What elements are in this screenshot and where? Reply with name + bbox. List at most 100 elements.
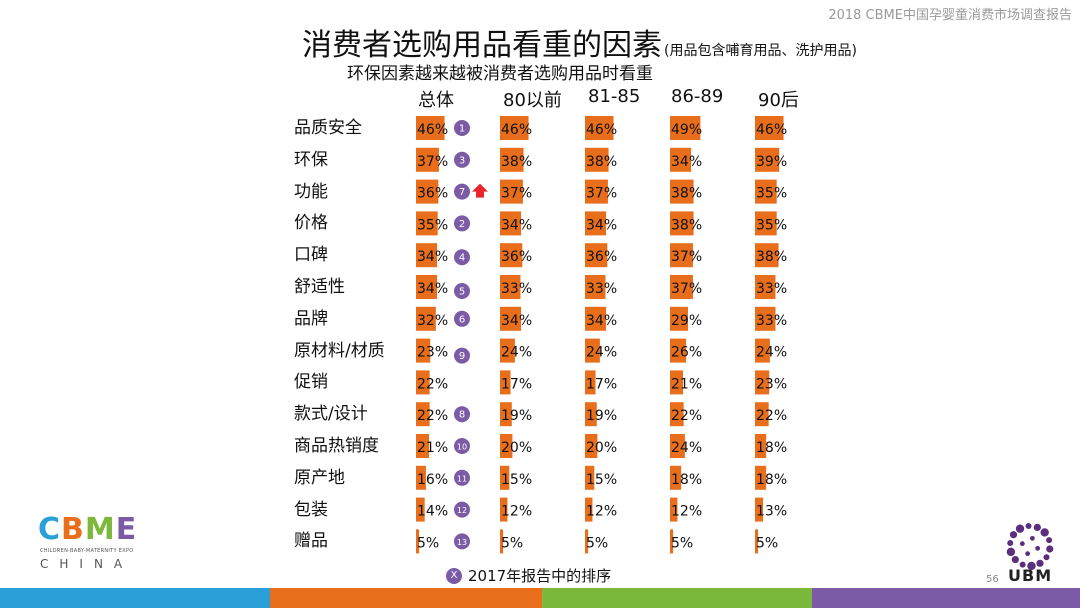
rank-badge-number: 6 <box>459 314 465 325</box>
rank-badge-number: 7 <box>459 187 465 198</box>
bar <box>670 116 701 140</box>
bar <box>416 306 436 331</box>
rank-badge <box>454 310 470 327</box>
bar <box>755 179 777 204</box>
bar-value-label: 33% <box>756 313 787 329</box>
category-label: 价格 <box>294 213 328 234</box>
bar-value-label: 26% <box>671 345 702 361</box>
bar-value-label: 12% <box>586 504 617 520</box>
bar-value-label: 24% <box>501 345 532 361</box>
ubm-logo-text: UBM <box>1008 566 1053 585</box>
bar <box>585 497 593 522</box>
bar-value-label: 14% <box>417 504 448 520</box>
rank-badge <box>454 120 470 136</box>
bar-value-label: 24% <box>586 345 617 361</box>
series-header: 80以前 <box>503 90 562 111</box>
rank-badge <box>454 501 470 518</box>
bar-value-label: 36% <box>417 186 448 202</box>
rank-badge-number: 12 <box>457 506 467 515</box>
bar-value-label: 34% <box>671 154 702 170</box>
footnote-text: 2017年报告中的排序 <box>468 567 612 585</box>
bar-value-label: 35% <box>417 217 448 233</box>
bar-value-label: 46% <box>756 122 787 138</box>
category-label: 商品热销度 <box>294 436 379 456</box>
bar-value-label: 38% <box>756 249 787 265</box>
bar-value-label: 34% <box>586 313 617 329</box>
rank-badge-number: 10 <box>457 443 467 452</box>
bar-value-label: 23% <box>417 345 448 361</box>
bar-value-label: 34% <box>586 217 617 233</box>
bar-value-label: 17% <box>586 376 617 392</box>
bar <box>585 147 609 172</box>
bar-value-label: 33% <box>586 281 617 297</box>
bar-value-label: 37% <box>586 186 617 202</box>
rank-badge <box>454 183 470 200</box>
bar <box>416 497 425 522</box>
bar-value-label: 5% <box>756 535 778 551</box>
bar <box>755 116 784 140</box>
bar <box>585 306 607 331</box>
bar <box>416 211 438 236</box>
bar-value-label: 33% <box>756 281 787 297</box>
series-header: 81-85 <box>588 86 641 107</box>
bar-value-label: 38% <box>671 186 702 202</box>
bar-value-label: 22% <box>417 376 448 392</box>
bar <box>670 370 684 395</box>
rank-badge <box>454 438 470 454</box>
bar <box>585 179 608 204</box>
footnote: X 2017年报告中的排序 <box>446 565 611 586</box>
bar-value-label: 18% <box>756 472 787 488</box>
bar <box>670 402 684 427</box>
bar <box>416 338 431 363</box>
bar <box>755 211 777 236</box>
rank-badge <box>454 151 470 168</box>
bar-value-label: 19% <box>586 408 617 424</box>
cbme-letter: B <box>61 512 85 547</box>
bar <box>500 275 521 299</box>
bar <box>670 243 693 268</box>
rank-badge <box>454 215 470 232</box>
bar-value-label: 38% <box>586 154 617 170</box>
rank-badge <box>454 533 470 550</box>
bar <box>585 116 614 140</box>
bar <box>585 434 598 458</box>
bar-value-label: 34% <box>417 281 448 297</box>
bar <box>755 370 770 395</box>
category-label: 促销 <box>294 372 328 393</box>
bar-value-label: 37% <box>671 281 702 297</box>
rank-badge-number: 8 <box>459 410 465 421</box>
category-label: 环保 <box>294 149 328 170</box>
bar <box>416 243 438 268</box>
bar-value-label: 12% <box>501 504 532 520</box>
series-header: 90后 <box>758 90 799 111</box>
bar <box>500 529 504 554</box>
bar <box>670 529 674 554</box>
bar <box>585 529 589 554</box>
cbme-letter: E <box>115 512 138 547</box>
stripe <box>0 588 270 608</box>
bar-value-label: 38% <box>671 217 702 233</box>
bar-value-label: 29% <box>671 313 702 329</box>
bar <box>755 497 764 522</box>
bar-value-label: 46% <box>417 122 448 138</box>
rank-badge-number: 5 <box>459 287 465 298</box>
bar-value-label: 17% <box>501 376 532 392</box>
category-label: 舒适性 <box>294 277 345 297</box>
bar <box>670 434 685 458</box>
rank-badge-number: 1 <box>459 124 465 135</box>
bar-value-label: 46% <box>586 122 617 138</box>
bar-value-label: 20% <box>586 440 617 456</box>
bar <box>755 306 776 331</box>
cbme-letter: M <box>84 512 116 547</box>
bar <box>585 211 607 236</box>
category-label: 功能 <box>294 181 328 202</box>
bar <box>585 338 600 363</box>
category-label: 赠品 <box>294 531 328 552</box>
bar-value-label: 13% <box>756 504 787 520</box>
bar <box>670 211 694 236</box>
bar <box>416 370 430 395</box>
bar-value-label: 22% <box>671 408 702 424</box>
bar-value-label: 35% <box>756 186 787 202</box>
rank-badge-number: 4 <box>459 253 465 264</box>
